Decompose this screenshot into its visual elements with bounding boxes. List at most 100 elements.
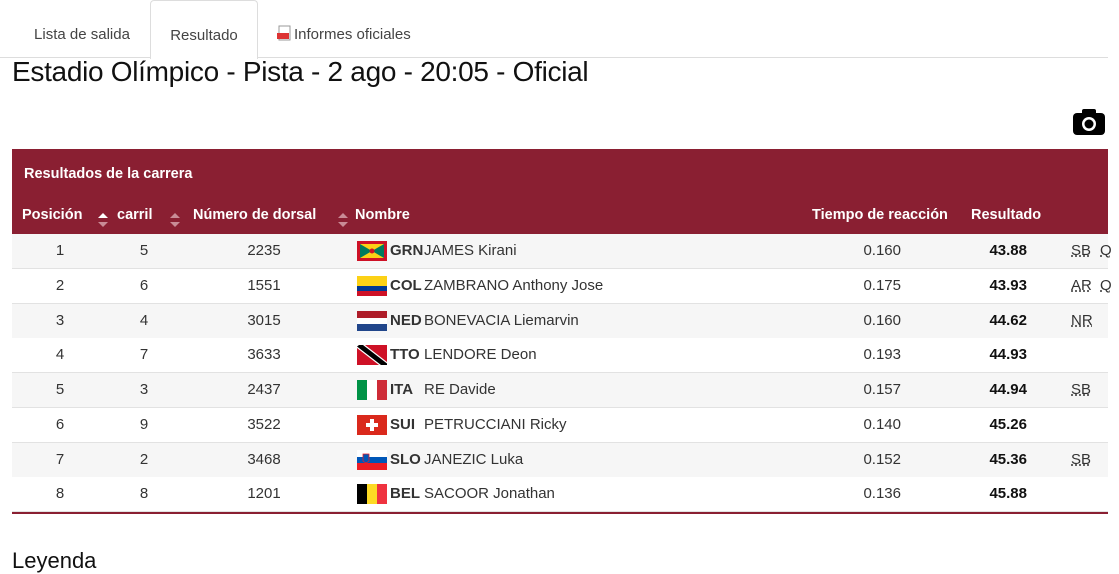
record-code: SB [1071, 242, 1092, 259]
column-header: Resultado [971, 207, 1042, 223]
flag [357, 241, 387, 261]
athlete-name: JANEZIC Luka [424, 450, 524, 468]
position: 1 [55, 242, 65, 259]
heading: Estadio Olímpico - Pista - 2 ago - 20:05… [12, 56, 589, 87]
record-code: SB [1071, 450, 1092, 468]
reaction-time: 0.157 [863, 381, 901, 398]
column-header[interactable]: carril [117, 207, 153, 223]
reaction-time: 0.193 [863, 346, 901, 364]
country-code: ITA [390, 381, 414, 398]
athlete-name: LENDORE Deon [424, 346, 537, 364]
flag [357, 380, 387, 400]
table-row: 4 7 3633 TTO LENDORE Deon 0.193 44.93 [12, 338, 1108, 374]
result: 43.93 [989, 276, 1027, 294]
result: 44.93 [989, 346, 1027, 364]
country-code: GRN [390, 242, 424, 259]
table-title: Resultados de la carrera [24, 166, 193, 182]
athlete-name: ZAMBRANO Anthony Jose [424, 276, 604, 294]
table-row: 7 2 3468 SLO JANEZIC Luka 0.152 45.36 SB [12, 442, 1108, 478]
column-header[interactable]: Número de dorsal [193, 207, 317, 223]
table-row: 8 8 1201 BEL SACOOR Jonathan 0.136 45.88 [12, 477, 1108, 513]
sort-icon[interactable] [337, 212, 349, 228]
flag [357, 484, 387, 505]
result: 45.26 [989, 415, 1027, 433]
reaction-time: 0.160 [863, 311, 901, 329]
legend-title: Leyenda [12, 548, 97, 573]
flag [357, 275, 387, 296]
result: 43.88 [989, 242, 1027, 259]
country-code: TTO [390, 346, 420, 364]
position: 8 [55, 485, 65, 503]
bib: 3015 [247, 311, 281, 329]
table-bottom [12, 512, 1108, 514]
column-header: Tiempo de reacción [812, 207, 948, 223]
bib: 1201 [247, 485, 281, 503]
table-row: 3 4 3015 NED BONEVACIA Liemarvin 0.160 44.62 NR [12, 303, 1108, 339]
tab[interactable]: Informes oficiales [276, 0, 436, 57]
reaction-time: 0.140 [863, 415, 901, 433]
bib: 1551 [247, 276, 281, 294]
reaction-time: 0.136 [863, 485, 901, 503]
result: 45.36 [989, 450, 1027, 468]
athlete-name: RE Davide [424, 381, 496, 398]
athlete-name: BONEVACIA Liemarvin [424, 311, 579, 329]
record-code: Q [1100, 276, 1112, 294]
lane: 2 [139, 450, 149, 468]
lane: 4 [139, 311, 149, 329]
result: 44.62 [989, 311, 1027, 329]
position: 6 [55, 415, 65, 433]
record-code: NR [1071, 311, 1093, 329]
lane: 7 [139, 346, 149, 364]
position: 7 [55, 450, 65, 468]
camera-button[interactable] [1072, 108, 1106, 136]
table-row: 5 3 2437 ITA RE Davide 0.157 44.94 SB [12, 373, 1108, 408]
result: 44.94 [989, 381, 1027, 398]
record-code: AR [1071, 276, 1092, 294]
position: 4 [55, 346, 65, 364]
lane: 3 [139, 381, 149, 398]
flag [357, 449, 387, 470]
tab-active[interactable]: Resultado [150, 0, 258, 59]
column-header[interactable]: Posición [22, 207, 83, 223]
country-code: BEL [390, 485, 420, 503]
tab-label: Informes oficiales [294, 26, 411, 43]
tab[interactable]: Lista de salida [34, 26, 130, 43]
bib: 2235 [247, 242, 281, 259]
record-code: Q [1100, 242, 1112, 259]
country-code: NED [390, 311, 422, 329]
table-row: 6 9 3522 SUI PETRUCCIANI Ricky 0.140 45.26 [12, 407, 1108, 443]
record-code: SB [1071, 381, 1092, 398]
country-code: COL [390, 276, 422, 294]
lane: 8 [139, 485, 149, 503]
lane: 9 [139, 415, 149, 433]
flag [357, 345, 387, 366]
tab-divider [0, 57, 1108, 58]
bib: 3468 [247, 450, 281, 468]
reaction-time: 0.175 [863, 276, 901, 294]
lane: 6 [139, 276, 149, 294]
country-code: SUI [390, 415, 416, 433]
bib: 2437 [247, 381, 281, 398]
position: 5 [55, 381, 65, 398]
result: 45.88 [989, 485, 1027, 503]
country-code: SLO [390, 450, 421, 468]
sort-icon[interactable] [169, 212, 181, 228]
position: 3 [55, 311, 65, 329]
reaction-time: 0.152 [863, 450, 901, 468]
athlete-name: JAMES Kirani [424, 242, 517, 259]
table-row: 1 5 2235 GRN JAMES Kirani 0.160 43.88 SB Q [12, 234, 1112, 269]
sort-icon[interactable] [97, 212, 109, 228]
reaction-time: 0.160 [863, 242, 901, 259]
athlete-name: PETRUCCIANI Ricky [424, 415, 567, 433]
bib: 3522 [247, 415, 281, 433]
flag [357, 310, 387, 331]
pdf-icon [277, 25, 291, 41]
table-row: 2 6 1551 COL ZAMBRANO Anthony Jose 0.175 43.93… [12, 268, 1112, 304]
table-header: Resultados de la carrera Posición carril N… [12, 149, 1108, 234]
flag [357, 414, 387, 435]
column-header: Nombre [355, 207, 410, 223]
position: 2 [55, 276, 65, 294]
athlete-name: SACOOR Jonathan [424, 485, 555, 503]
lane: 5 [139, 242, 149, 259]
